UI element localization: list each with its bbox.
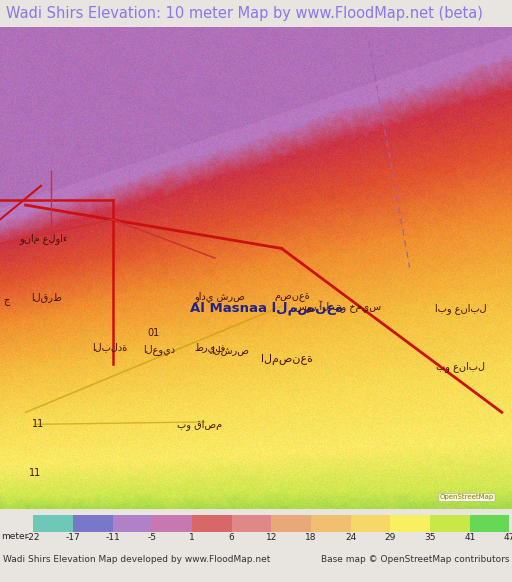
Text: Wadi Shirs Elevation Map developed by www.FloodMap.net: Wadi Shirs Elevation Map developed by ww… [3, 555, 270, 565]
Text: 18: 18 [305, 533, 317, 542]
Text: وادي شرص: وادي شرص [195, 291, 246, 302]
Bar [311, 514, 351, 533]
Text: -11: -11 [105, 533, 120, 542]
Text: -22: -22 [26, 533, 40, 542]
Text: 01: 01 [147, 328, 160, 338]
Bar [192, 514, 231, 533]
Text: الشرص: الشرص [211, 345, 249, 354]
Text: ج: ج [3, 296, 9, 307]
Bar [153, 514, 192, 533]
Text: 35: 35 [424, 533, 436, 542]
Text: طريف: طريف [194, 342, 226, 353]
Text: 11: 11 [29, 467, 41, 477]
Text: -17: -17 [66, 533, 80, 542]
Text: 1: 1 [189, 533, 195, 542]
Text: 29: 29 [385, 533, 396, 542]
Bar [113, 514, 153, 533]
Text: Wadi Shirs Elevation: 10 meter Map by www.FloodMap.net (beta): Wadi Shirs Elevation: 10 meter Map by ww… [6, 6, 483, 21]
Text: 11: 11 [32, 420, 45, 430]
Text: 12: 12 [266, 533, 277, 542]
Text: 24: 24 [345, 533, 356, 542]
Bar [271, 514, 311, 533]
Text: سور آل بو خميس: سور آل بو خميس [295, 300, 381, 313]
Text: ابو عنابل: ابو عنابل [435, 303, 486, 314]
Bar [430, 514, 470, 533]
Text: ونام علواء: ونام علواء [19, 233, 68, 244]
Bar [231, 514, 271, 533]
Text: مصنعة: مصنعة [274, 292, 310, 301]
Text: meter: meter [1, 533, 28, 541]
Text: 6: 6 [229, 533, 234, 542]
Text: المصنعة: المصنعة [261, 354, 313, 365]
Bar [351, 514, 391, 533]
Text: بو قاصم: بو قاصم [177, 419, 222, 430]
Text: 41: 41 [464, 533, 476, 542]
Bar [390, 514, 430, 533]
Text: Al Masnaa المصنعة: Al Masnaa المصنعة [189, 302, 343, 315]
Text: OpenStreetMap: OpenStreetMap [440, 495, 494, 501]
Text: -5: -5 [148, 533, 157, 542]
Text: بو عنابل: بو عنابل [436, 361, 485, 372]
Bar [470, 514, 509, 533]
Text: البلدة: البلدة [92, 342, 128, 352]
Text: Base map © OpenStreetMap contributors: Base map © OpenStreetMap contributors [321, 555, 509, 565]
Text: القرط: القرط [31, 292, 61, 301]
Text: العويد: العويد [143, 344, 175, 355]
Bar [33, 514, 73, 533]
Bar [73, 514, 113, 533]
Text: 47: 47 [504, 533, 512, 542]
